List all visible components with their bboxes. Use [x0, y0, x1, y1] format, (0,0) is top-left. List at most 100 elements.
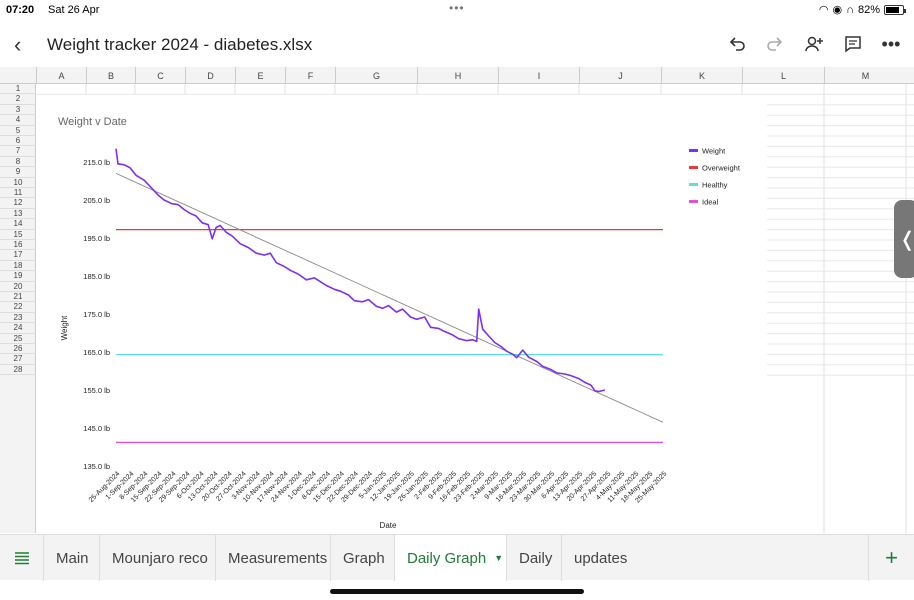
- tab-daily[interactable]: Daily: [507, 535, 562, 581]
- row-header-23[interactable]: 23: [0, 313, 36, 324]
- home-indicator[interactable]: [330, 589, 584, 594]
- row-header-22[interactable]: 22: [0, 302, 36, 313]
- alarm-icon: ◉: [832, 4, 843, 16]
- column-header-e[interactable]: E: [235, 67, 285, 84]
- row-header-5[interactable]: 5: [0, 126, 36, 136]
- dropdown-arrow-icon[interactable]: ▼: [494, 553, 504, 563]
- tab-graph[interactable]: Graph: [331, 535, 395, 581]
- legend-swatch: [689, 166, 698, 169]
- row-header-24[interactable]: 24: [0, 323, 36, 334]
- column-header-g[interactable]: G: [335, 67, 417, 84]
- column-header-h[interactable]: H: [417, 67, 498, 84]
- sheet-tab-bar: Main Mounjaro reco Measurements Graph Da…: [0, 534, 914, 581]
- battery-icon: [884, 4, 906, 15]
- weight-line: [115, 148, 606, 393]
- row-header-bar: 1 2 3 4 5 6 7 8 9 10 11 12 13 14 15 16 17 18 19 20 21 22 23 24 2…: [0, 84, 36, 533]
- side-panel-handle[interactable]: ❬: [894, 200, 914, 278]
- column-header-k[interactable]: K: [661, 67, 742, 84]
- chart-title: Weight v Date: [58, 116, 127, 128]
- all-sheets-button[interactable]: [0, 535, 44, 581]
- row-header-11[interactable]: 11: [0, 188, 36, 199]
- tab-daily-graph-label: Daily Graph: [407, 549, 487, 567]
- column-header-l[interactable]: L: [742, 67, 824, 84]
- back-icon[interactable]: ‹: [14, 32, 22, 57]
- more-options-icon[interactable]: •••: [881, 33, 901, 54]
- comment-icon[interactable]: [841, 32, 865, 56]
- row-header-26[interactable]: 26: [0, 344, 36, 355]
- y-tick-label: 175.0 lb: [83, 310, 110, 319]
- status-date: Sat 26 Apr: [48, 4, 100, 16]
- list-icon: [14, 552, 29, 565]
- tab-updates[interactable]: updates: [574, 549, 628, 567]
- legend-label: Ideal: [702, 198, 719, 207]
- row-header-8[interactable]: 8: [0, 157, 36, 168]
- row-header-3[interactable]: 3: [0, 105, 36, 116]
- column-header-b[interactable]: B: [86, 67, 135, 84]
- row-header-1[interactable]: 1: [0, 84, 36, 95]
- row-header-10[interactable]: 10: [0, 178, 36, 188]
- row-header-14[interactable]: 14: [0, 219, 36, 230]
- multitask-dots-icon[interactable]: •••: [449, 1, 465, 15]
- add-person-icon[interactable]: [802, 32, 826, 56]
- row-header-17[interactable]: 17: [0, 250, 36, 261]
- y-axis-label: Weight: [60, 315, 69, 341]
- legend-label: Healthy: [702, 181, 728, 190]
- row-header-18[interactable]: 18: [0, 261, 36, 272]
- y-tick-label: 155.0 lb: [83, 386, 110, 395]
- column-header-i[interactable]: I: [498, 67, 579, 84]
- row-header-4[interactable]: 4: [0, 115, 36, 126]
- legend-swatch: [689, 200, 698, 203]
- column-header-d[interactable]: D: [185, 67, 235, 84]
- undo-icon[interactable]: [725, 32, 749, 56]
- add-sheet-icon[interactable]: +: [868, 535, 914, 581]
- weight-chart-svg: Weight v Date Weight Date 215.0 lb 205.0 …: [58, 116, 741, 530]
- row-header-16[interactable]: 16: [0, 240, 36, 251]
- column-header-c[interactable]: C: [135, 67, 185, 84]
- legend-label: Overweight: [702, 164, 741, 173]
- row-header-13[interactable]: 13: [0, 209, 36, 220]
- tab-daily-graph[interactable]: Daily Graph ▼: [395, 535, 507, 581]
- column-header-m[interactable]: M: [824, 67, 906, 84]
- column-header-a[interactable]: A: [36, 67, 86, 84]
- tab-measurements[interactable]: Measurements: [216, 535, 331, 581]
- row-header-15[interactable]: 15: [0, 230, 36, 240]
- row-header-28[interactable]: 28: [0, 365, 36, 376]
- status-icons: ◠ ◉ ∩ 82%: [818, 3, 906, 16]
- redo-icon[interactable]: [763, 32, 787, 56]
- embedded-chart[interactable]: Weight v Date Weight Date 215.0 lb 205.0 …: [36, 95, 767, 533]
- row-header-9[interactable]: 9: [0, 167, 36, 178]
- y-tick-label: 205.0 lb: [83, 196, 110, 205]
- legend-swatch: [689, 149, 698, 152]
- y-tick-label: 135.0 lb: [83, 462, 110, 471]
- trendline: [115, 172, 664, 423]
- status-bar: 07:20 Sat 26 Apr ••• ◠ ◉ ∩ 82%: [0, 0, 914, 20]
- corner-cell[interactable]: [0, 67, 36, 84]
- row-header-20[interactable]: 20: [0, 282, 36, 292]
- column-header-f[interactable]: F: [285, 67, 335, 84]
- column-header-j[interactable]: J: [579, 67, 661, 84]
- row-header-7[interactable]: 7: [0, 146, 36, 157]
- row-header-25[interactable]: 25: [0, 334, 36, 344]
- row-header-2[interactable]: 2: [0, 94, 36, 105]
- y-tick-label: 195.0 lb: [83, 234, 110, 243]
- row-header-21[interactable]: 21: [0, 292, 36, 303]
- wifi-icon: ◠: [818, 4, 829, 16]
- legend-swatch: [689, 183, 698, 186]
- row-header-19[interactable]: 19: [0, 271, 36, 282]
- x-axis-label: Date: [380, 521, 397, 530]
- tab-main[interactable]: Main: [44, 535, 100, 581]
- legend-label: Weight: [702, 147, 726, 156]
- status-time: 07:20: [6, 4, 35, 16]
- headphones-icon: ∩: [846, 3, 854, 16]
- row-header-6[interactable]: 6: [0, 136, 36, 147]
- y-tick-label: 165.0 lb: [83, 348, 110, 357]
- row-header-27[interactable]: 27: [0, 354, 36, 365]
- y-tick-label: 185.0 lb: [83, 272, 110, 281]
- title-bar: ‹ Weight tracker 2024 - diabetes.xlsx ••…: [0, 24, 914, 64]
- row-header-12[interactable]: 12: [0, 198, 36, 209]
- y-tick-label: 145.0 lb: [83, 424, 110, 433]
- y-tick-label: 215.0 lb: [83, 158, 110, 167]
- tab-mounjaro-reco[interactable]: Mounjaro reco: [100, 535, 216, 581]
